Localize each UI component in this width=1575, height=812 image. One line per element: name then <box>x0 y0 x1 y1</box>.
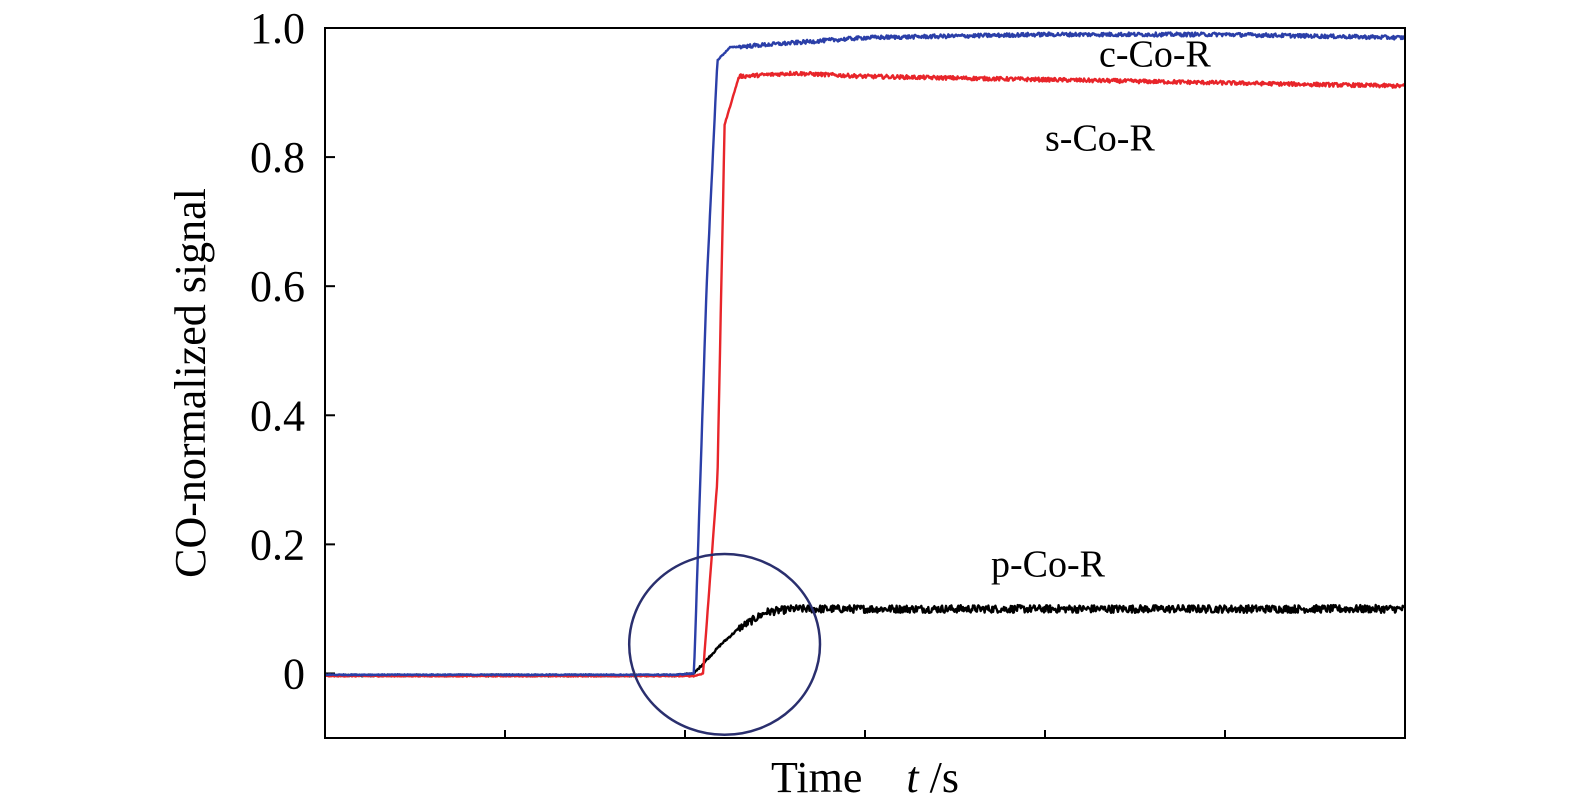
plot-frame <box>324 27 1406 739</box>
y-axis-title: CO-normalized signal <box>166 188 215 578</box>
x-axis-title-gap <box>862 753 906 802</box>
y-tick-label: 0.2 <box>250 520 305 569</box>
x-axis-title-variable: t <box>906 753 920 802</box>
y-tick-label: 0 <box>283 649 305 698</box>
x-axis-title-unit: /s <box>919 753 959 802</box>
x-axis-title: Time t /s <box>771 753 959 802</box>
axis-ticks <box>324 27 1406 738</box>
x-axis-title-text: Time <box>771 753 862 802</box>
series-label-p-co-r: p-Co-R <box>991 544 1106 586</box>
series-line-p-co-r <box>325 603 1405 678</box>
series-group <box>325 31 1405 678</box>
series-line-c-co-r <box>325 31 1405 677</box>
series-label-s-co-r: s-Co-R <box>1045 118 1155 160</box>
y-tick-label: 0.4 <box>250 391 305 440</box>
highlight-ellipse <box>627 552 822 737</box>
y-tick-label: 1.0 <box>250 4 305 53</box>
y-tick-label: 0.6 <box>250 262 305 311</box>
highlight-group <box>627 552 822 737</box>
y-tick-labels: 0 0.2 0.4 0.6 0.8 1.0 <box>250 4 305 698</box>
series-label-c-co-r: c-Co-R <box>1099 34 1212 76</box>
y-tick-label: 0.8 <box>250 133 305 182</box>
series-labels: c-Co-R s-Co-R p-Co-R <box>991 34 1212 586</box>
series-line-s-co-r <box>325 70 1405 678</box>
